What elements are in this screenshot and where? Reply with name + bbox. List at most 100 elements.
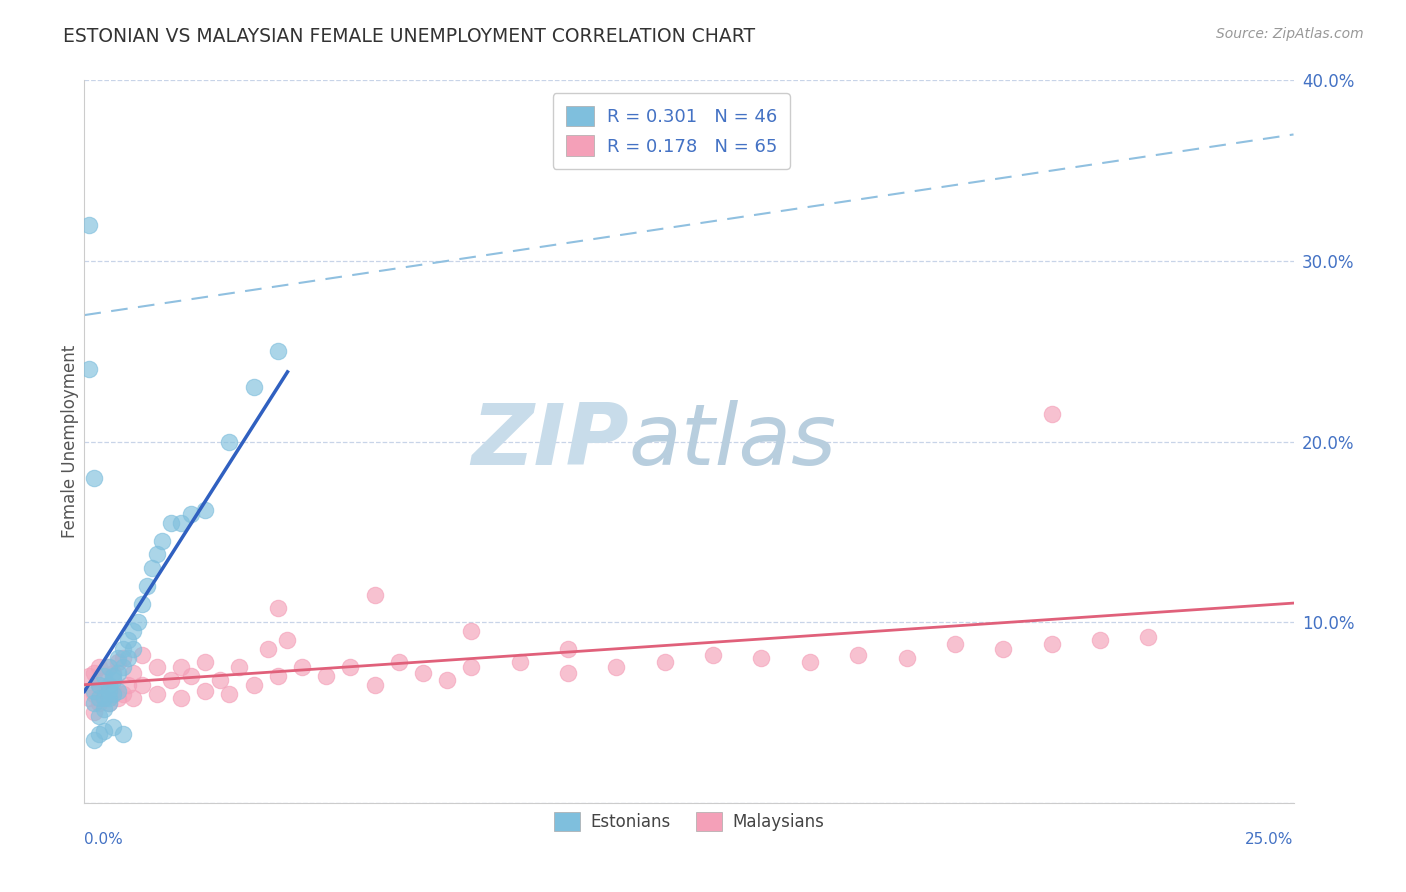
Point: [121, 642, 143, 657]
Point: [112, 651, 135, 665]
Text: ESTONIAN VS MALAYSIAN FEMALE UNEMPLOYMENT CORRELATION CHART: ESTONIAN VS MALAYSIAN FEMALE UNEMPLOYMEN…: [63, 27, 755, 45]
Text: 25.0%: 25.0%: [1246, 831, 1294, 847]
Point: [112, 660, 135, 674]
Point: [103, 683, 125, 698]
Point: [121, 665, 143, 680]
Point: [131, 648, 153, 662]
Point: [112, 642, 135, 657]
Point: [1040, 408, 1063, 422]
Point: [267, 669, 290, 683]
Point: [208, 673, 231, 687]
Point: [87, 678, 110, 692]
Point: [87, 660, 110, 674]
Point: [388, 655, 411, 669]
Point: [87, 697, 110, 711]
Point: [242, 678, 264, 692]
Point: [87, 727, 110, 741]
Point: [103, 669, 125, 683]
Point: [1040, 637, 1063, 651]
Point: [557, 642, 579, 657]
Point: [751, 651, 773, 665]
Point: [103, 665, 125, 680]
Point: [267, 344, 290, 359]
Point: [170, 691, 193, 706]
Text: ZIP: ZIP: [471, 400, 628, 483]
Point: [993, 642, 1015, 657]
Point: [87, 691, 110, 706]
Point: [93, 673, 115, 687]
Point: [77, 218, 100, 232]
Point: [702, 648, 724, 662]
Point: [267, 600, 290, 615]
Point: [93, 702, 115, 716]
Point: [117, 633, 139, 648]
Point: [107, 651, 129, 665]
Point: [146, 660, 169, 674]
Point: [291, 660, 314, 674]
Point: [131, 678, 153, 692]
Point: [194, 655, 217, 669]
Point: [276, 633, 298, 648]
Point: [77, 362, 100, 376]
Point: [1137, 630, 1160, 644]
Point: [121, 691, 143, 706]
Point: [194, 683, 217, 698]
Point: [77, 691, 100, 706]
Point: [87, 678, 110, 692]
Point: [97, 660, 120, 674]
Point: [97, 683, 120, 698]
Point: [97, 678, 120, 692]
Point: [228, 660, 250, 674]
Point: [93, 723, 115, 738]
Point: [436, 673, 458, 687]
Point: [107, 665, 129, 680]
Point: [93, 691, 115, 706]
Point: [160, 516, 183, 530]
Point: [117, 651, 139, 665]
Point: [112, 687, 135, 701]
Point: [83, 706, 105, 720]
Text: 0.0%: 0.0%: [84, 831, 124, 847]
Point: [136, 579, 159, 593]
Point: [315, 669, 337, 683]
Point: [83, 683, 105, 698]
Point: [654, 655, 676, 669]
Point: [363, 588, 385, 602]
Point: [846, 648, 869, 662]
Point: [103, 720, 125, 734]
Point: [170, 660, 193, 674]
Point: [799, 655, 821, 669]
Point: [170, 516, 193, 530]
Point: [180, 507, 202, 521]
Point: [131, 597, 153, 611]
Point: [93, 691, 115, 706]
Point: [97, 660, 120, 674]
Point: [83, 697, 105, 711]
Legend: Estonians, Malaysians: Estonians, Malaysians: [547, 805, 831, 838]
Point: [896, 651, 918, 665]
Point: [160, 673, 183, 687]
Point: [83, 665, 105, 680]
Point: [509, 655, 531, 669]
Point: [460, 624, 482, 639]
Point: [460, 660, 482, 674]
Point: [146, 547, 169, 561]
Point: [117, 678, 139, 692]
Y-axis label: Female Unemployment: Female Unemployment: [62, 345, 80, 538]
Point: [363, 678, 385, 692]
Point: [77, 669, 100, 683]
Point: [83, 732, 105, 747]
Text: Source: ZipAtlas.com: Source: ZipAtlas.com: [1216, 27, 1364, 41]
Point: [180, 669, 202, 683]
Point: [127, 615, 149, 630]
Point: [218, 687, 240, 701]
Point: [121, 624, 143, 639]
Text: atlas: atlas: [628, 400, 837, 483]
Point: [412, 665, 434, 680]
Point: [83, 687, 105, 701]
Point: [112, 727, 135, 741]
Point: [87, 709, 110, 723]
Point: [218, 434, 240, 449]
Point: [107, 691, 129, 706]
Point: [557, 665, 579, 680]
